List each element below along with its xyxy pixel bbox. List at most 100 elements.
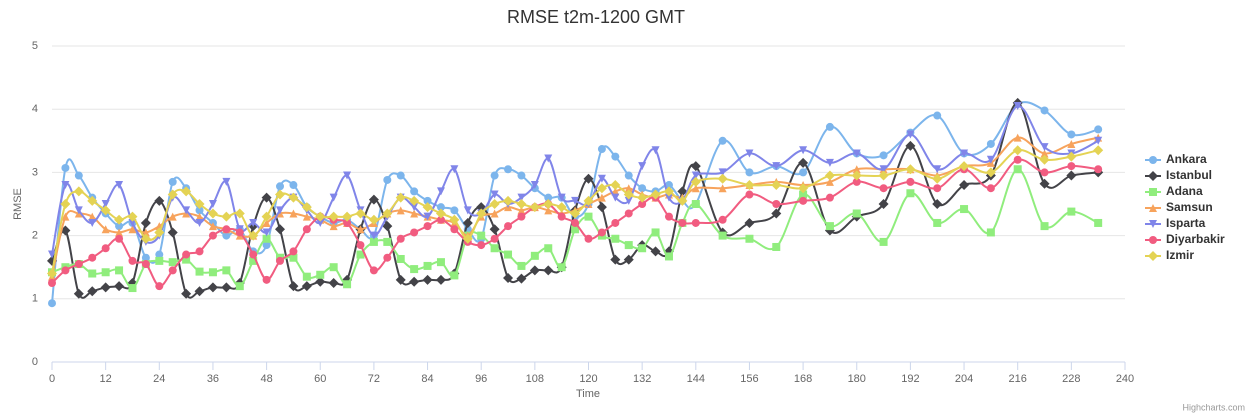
marker [155, 250, 164, 259]
legend-item: Adana [1145, 184, 1203, 198]
x-tick-label: 204 [955, 373, 973, 385]
marker [168, 212, 177, 221]
marker [329, 263, 338, 272]
marker [48, 250, 56, 259]
marker [986, 155, 995, 164]
x-tick-label: 240 [1116, 373, 1134, 385]
marker [328, 211, 339, 222]
marker [799, 196, 808, 205]
marker [88, 212, 97, 221]
marker [368, 214, 379, 225]
marker [544, 206, 553, 215]
marker [262, 228, 271, 237]
marker [368, 194, 379, 205]
marker [824, 170, 835, 181]
marker [651, 228, 660, 237]
marker [503, 272, 514, 283]
marker [222, 177, 231, 186]
marker [611, 234, 620, 243]
marker [611, 152, 620, 161]
marker [624, 241, 633, 250]
marker [369, 266, 378, 275]
marker [301, 281, 312, 292]
marker [691, 218, 700, 227]
marker [624, 171, 633, 180]
legend-label: Samsun [1166, 200, 1213, 214]
marker [463, 206, 472, 215]
marker [664, 212, 673, 221]
marker [275, 224, 286, 235]
marker [638, 200, 647, 208]
marker [718, 168, 727, 177]
marker [289, 181, 298, 190]
marker [289, 253, 298, 262]
marker [343, 280, 352, 289]
marker [140, 217, 151, 228]
marker [1066, 170, 1077, 181]
x-tick-label: 36 [207, 373, 219, 385]
marker [181, 288, 192, 299]
marker [369, 237, 378, 246]
marker [101, 268, 110, 277]
marker [544, 244, 553, 253]
marker [410, 187, 419, 196]
marker [517, 212, 526, 221]
marker [624, 184, 633, 193]
marker [638, 184, 647, 193]
marker [100, 205, 111, 216]
marker [115, 266, 124, 275]
marker [610, 180, 621, 191]
marker [435, 274, 446, 285]
marker [476, 208, 487, 219]
marker [396, 171, 405, 180]
marker [516, 273, 527, 284]
marker [825, 177, 834, 186]
marker [772, 162, 781, 171]
marker [167, 227, 178, 238]
marker [261, 192, 272, 203]
marker [1013, 102, 1022, 111]
marker [1067, 130, 1076, 139]
marker [1066, 151, 1077, 162]
marker [261, 211, 272, 222]
marker [316, 270, 325, 279]
marker [852, 209, 861, 218]
marker [450, 165, 459, 174]
marker [798, 157, 809, 168]
marker [128, 225, 137, 234]
marker [905, 164, 916, 175]
marker [356, 241, 365, 250]
x-tick-label: 48 [260, 373, 272, 385]
marker [1040, 149, 1049, 158]
marker [114, 281, 125, 292]
marker [423, 261, 432, 270]
y-tick-label: 0 [32, 356, 38, 368]
marker [208, 231, 217, 240]
marker [583, 173, 594, 184]
x-tick-label: 168 [794, 373, 812, 385]
marker [584, 212, 593, 221]
marker [623, 254, 634, 265]
marker [489, 199, 500, 209]
legend-item: Samsun [1145, 200, 1213, 214]
marker [141, 228, 150, 237]
marker [597, 174, 606, 183]
marker [450, 225, 459, 234]
marker [182, 255, 191, 264]
marker [906, 177, 915, 186]
marker [745, 149, 754, 158]
marker [141, 260, 150, 269]
marker [664, 252, 673, 261]
marker [369, 231, 378, 240]
marker [691, 200, 700, 208]
marker [490, 209, 499, 218]
x-tick-label: 96 [475, 373, 487, 385]
marker [664, 181, 673, 190]
marker [517, 171, 526, 180]
marker [570, 208, 581, 219]
x-tick-label: 192 [901, 373, 919, 385]
marker [1013, 165, 1022, 174]
marker [959, 161, 970, 172]
x-tick-label: 120 [579, 373, 597, 385]
y-tick-label: 2 [32, 230, 38, 242]
